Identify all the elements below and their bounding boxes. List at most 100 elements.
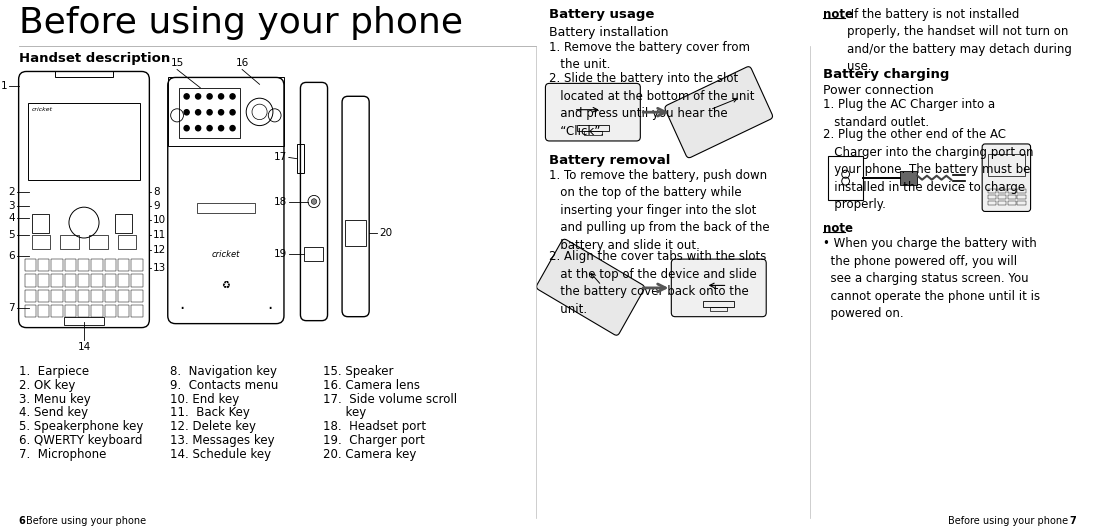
Text: 15: 15 [170,58,184,68]
FancyBboxPatch shape [536,239,644,335]
Bar [25,259,36,271]
Text: 2. OK key: 2. OK key [19,379,75,392]
Circle shape [196,94,200,99]
Bar [38,259,49,271]
Bar [131,290,142,302]
Bar [1017,195,1026,200]
Bar [28,103,140,180]
Text: 1: 1 [0,81,7,91]
Text: 17: 17 [273,153,287,163]
Bar [1017,201,1026,205]
Bar [115,214,132,233]
Circle shape [230,94,235,99]
Text: 7: 7 [1070,516,1076,526]
Text: 1.  Earpiece: 1. Earpiece [19,365,88,379]
Text: 6: 6 [8,251,15,261]
Bar [1017,189,1026,193]
Bar [118,305,130,317]
Text: 11: 11 [153,230,167,240]
Circle shape [196,126,200,131]
Text: Battery charging: Battery charging [823,68,950,80]
Bar [179,89,240,138]
Text: If the battery is not installed
properly, the handset will not turn on
and/or th: If the battery is not installed properly… [847,8,1072,73]
Bar [38,275,49,287]
Bar [65,305,76,317]
Bar [118,235,137,250]
Text: 19: 19 [273,249,287,259]
Circle shape [218,110,224,115]
Bar [104,275,116,287]
Text: 17.  Side volume scroll: 17. Side volume scroll [323,393,457,406]
Text: 13. Messages key: 13. Messages key [170,434,274,447]
Text: 11.  Back Key: 11. Back Key [170,407,250,419]
Text: Battery removal: Battery removal [549,154,671,167]
Bar [104,259,116,271]
Text: Battery usage: Battery usage [549,8,655,21]
Bar [585,131,601,135]
Bar [91,259,103,271]
Text: 2. Align the cover tabs with the slots
   at the top of the device and slide
   : 2. Align the cover tabs with the slots a… [549,250,767,316]
Bar [899,171,917,185]
Bar [305,247,324,261]
Text: 4: 4 [8,213,15,223]
Text: 6. QWERTY keyboard: 6. QWERTY keyboard [19,434,142,447]
Text: 3: 3 [8,202,15,212]
Text: 6: 6 [19,516,26,526]
Text: 2: 2 [8,186,15,196]
Bar [1008,189,1016,193]
Bar [91,275,103,287]
Bar [828,156,864,200]
Bar [998,189,1006,193]
Text: ·: · [268,300,272,318]
Bar [55,71,113,78]
Circle shape [207,126,212,131]
Bar [988,154,1025,176]
Text: 4. Send key: 4. Send key [19,407,87,419]
Bar [25,305,36,317]
Bar [988,201,996,205]
Bar [131,259,142,271]
Text: 10. End key: 10. End key [170,393,239,406]
Text: 12. Delete key: 12. Delete key [170,420,255,433]
Circle shape [184,110,189,115]
Bar [118,290,130,302]
Bar [104,290,116,302]
Text: note: note [823,8,853,21]
Bar [78,305,90,317]
Bar [91,305,103,317]
Bar [988,189,996,193]
Text: 18.  Headset port: 18. Headset port [323,420,426,433]
Text: 19.  Charger port: 19. Charger port [323,434,424,447]
Text: Power connection: Power connection [823,84,934,97]
Text: Before using your phone: Before using your phone [27,516,147,526]
Bar [25,290,36,302]
Text: 1. Plug the AC Charger into a
   standard outlet.: 1. Plug the AC Charger into a standard o… [823,98,996,129]
Bar [52,259,63,271]
Circle shape [230,126,235,131]
Circle shape [196,110,200,115]
Bar [131,275,142,287]
FancyBboxPatch shape [982,144,1030,211]
Text: 5: 5 [8,230,15,240]
Text: Handset description: Handset description [19,52,170,64]
Bar [104,305,116,317]
Text: 15. Speaker: 15. Speaker [323,365,393,379]
Text: note: note [823,222,853,235]
Text: 12: 12 [153,245,167,255]
Text: 20: 20 [379,228,392,238]
Circle shape [218,126,224,131]
Bar [52,275,63,287]
Text: 2. Plug the other end of the AC
   Charger into the charging port on
   your pho: 2. Plug the other end of the AC Charger … [823,128,1034,211]
Text: 16: 16 [235,58,249,68]
Bar [64,317,104,325]
FancyBboxPatch shape [545,83,641,141]
Text: • When you charge the battery with
  the phone powered off, you will
  see a cha: • When you charge the battery with the p… [823,237,1040,320]
Text: 16. Camera lens: 16. Camera lens [323,379,420,392]
Circle shape [184,126,189,131]
Bar [25,275,36,287]
Bar [297,144,305,173]
Bar [52,290,63,302]
Text: 20. Camera key: 20. Camera key [323,448,416,460]
Bar [78,259,90,271]
Text: Battery installation: Battery installation [549,26,669,39]
